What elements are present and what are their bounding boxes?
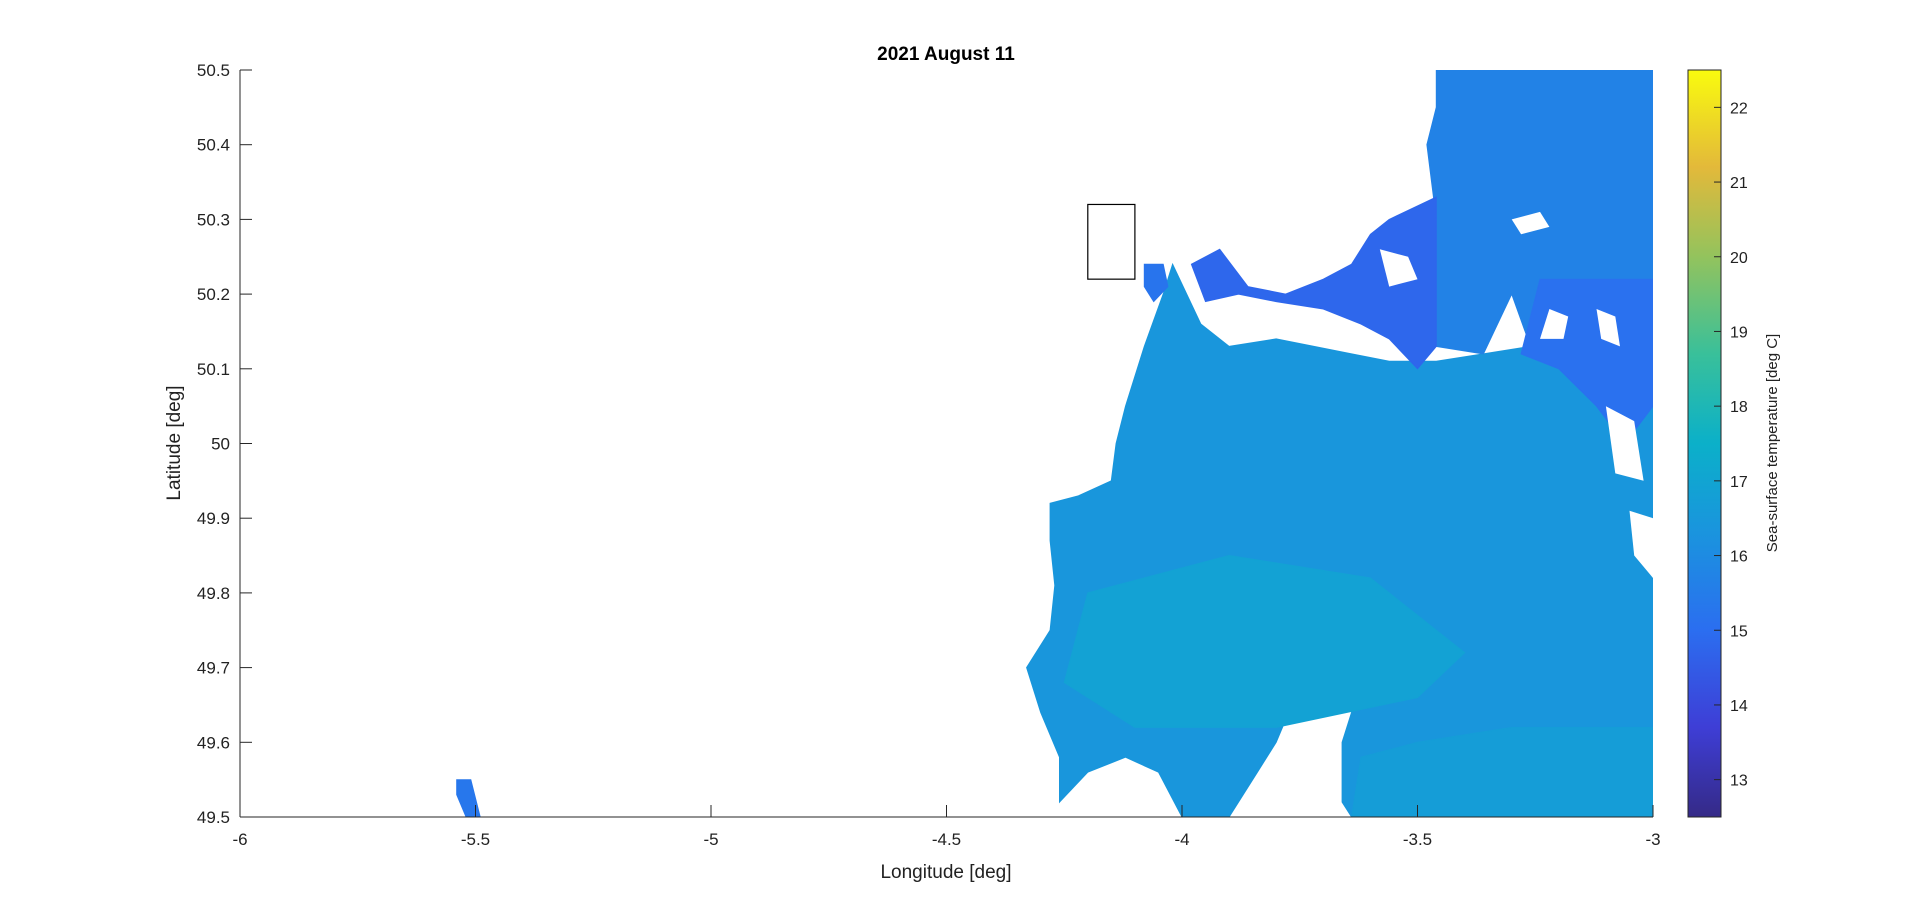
colorbar-tick-label: 22	[1730, 100, 1748, 117]
chart-title: 2021 August 11	[877, 44, 1015, 65]
colorbar-gradient	[1687, 69, 1722, 818]
x-tick-label: -4.5	[932, 830, 961, 849]
x-tick-label: -3.5	[1403, 830, 1432, 849]
y-tick-label: 50.1	[197, 360, 230, 379]
y-tick-label: 50	[211, 435, 230, 454]
y-tick-label: 49.8	[197, 584, 230, 603]
colorbar-tick-label: 15	[1730, 623, 1748, 640]
y-tick-label: 50.2	[197, 285, 230, 304]
colorbar-tick-label: 21	[1730, 175, 1748, 192]
y-tick-label: 50.3	[197, 210, 230, 229]
x-axis-label: Longitude [deg]	[880, 862, 1011, 883]
colorbar-tick-label: 18	[1730, 399, 1748, 416]
colorbar-tick-label: 14	[1730, 698, 1748, 715]
sst-region-islet-north	[1143, 263, 1169, 303]
colorbar-tick-label: 13	[1730, 773, 1748, 790]
x-tick-label: -3	[1645, 830, 1660, 849]
colorbar-tick-label: 17	[1730, 474, 1748, 491]
sst-region-southern-extension	[1351, 726, 1653, 817]
missing-data-gaps	[1379, 211, 1653, 578]
colorbar-label: Sea-surface temperature [deg C]	[1764, 334, 1781, 552]
data-gap	[1596, 309, 1620, 347]
x-ticks: -6 -5.5 -5 -4.5 -4 -3.5 -3	[232, 805, 1661, 849]
sst-region-central-warm-patch	[1063, 554, 1466, 728]
colorbar-tick-label: 20	[1730, 250, 1748, 267]
data-gap	[1629, 510, 1653, 578]
x-tick-label: -5	[703, 830, 718, 849]
y-tick-label: 49.6	[197, 733, 230, 752]
colorbar-tick-label: 16	[1730, 549, 1748, 566]
colorbar: 13 14 15 16 17 18 19 20 21 22 Sea-surface tempera…	[1687, 69, 1781, 818]
sst-region-islet-west	[456, 779, 481, 817]
data-gap	[1605, 406, 1644, 481]
y-axis-label: Latitude [deg]	[164, 385, 185, 500]
x-tick-label: -5.5	[461, 830, 490, 849]
plot-area	[240, 70, 1653, 817]
x-tick-label: -6	[232, 830, 247, 849]
sst-region-cold-band	[1190, 196, 1437, 370]
data-gap	[1511, 211, 1550, 235]
y-tick-label: 50.4	[197, 136, 230, 155]
data-gap	[1379, 249, 1418, 287]
data-gap	[1540, 309, 1569, 339]
y-tick-label: 50.5	[197, 61, 230, 80]
y-tick-label: 49.9	[197, 509, 230, 528]
axes: -6 -5.5 -5 -4.5 -4 -3.5 -3 49.549.649.749.849.…	[197, 61, 1661, 849]
x-tick-label: -4	[1174, 830, 1189, 849]
colorbar-tick-label: 19	[1730, 324, 1748, 341]
sst-regions	[456, 70, 1653, 817]
y-tick-label: 49.5	[197, 808, 230, 827]
colorbar-ticks: 13 14 15 16 17 18 19 20 21 22	[1714, 100, 1748, 790]
y-tick-label: 49.7	[197, 659, 230, 678]
annotation-box	[1087, 203, 1136, 280]
y-ticks: 49.5 49.6 49.7 49.8 49.9 50 50.1 50.2 50.3 50.4 50…	[197, 61, 252, 827]
